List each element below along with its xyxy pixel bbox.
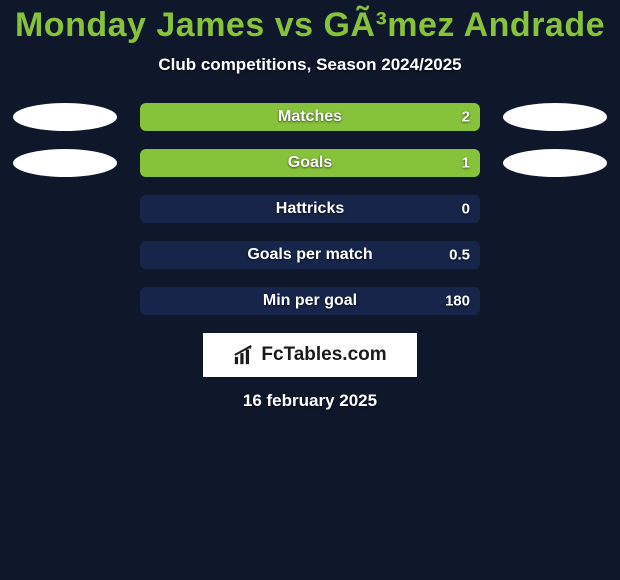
- stat-row: Goals 1: [0, 149, 620, 177]
- side-ellipse: [503, 103, 607, 131]
- stat-value: 1: [462, 155, 470, 172]
- logo-text: FcTables.com: [261, 344, 386, 366]
- bars-chart-icon: [233, 344, 255, 366]
- stat-value: 0.5: [449, 247, 470, 264]
- fctables-logo: FcTables.com: [203, 333, 417, 377]
- stat-row: Matches 2: [0, 103, 620, 131]
- right-side: [500, 149, 610, 177]
- stat-label: Min per goal: [263, 292, 357, 310]
- side-ellipse: [13, 103, 117, 131]
- stat-rows: Matches 2 Goals 1 Hattricks 0 Goals per match 0…: [0, 103, 620, 315]
- page-title: Monday James vs GÃ³mez Andrade: [0, 0, 620, 45]
- stat-value: 2: [462, 109, 470, 126]
- stat-bar: Matches 2: [140, 103, 480, 131]
- left-side: [10, 103, 120, 131]
- side-ellipse: [13, 149, 117, 177]
- stat-row: Hattricks 0: [0, 195, 620, 223]
- stat-label: Hattricks: [276, 200, 344, 218]
- stat-label: Goals: [288, 154, 332, 172]
- stat-row: Goals per match 0.5: [0, 241, 620, 269]
- date: 16 february 2025: [0, 391, 620, 411]
- subtitle: Club competitions, Season 2024/2025: [0, 55, 620, 75]
- stat-bar: Min per goal 180: [140, 287, 480, 315]
- stat-bar: Goals per match 0.5: [140, 241, 480, 269]
- side-ellipse: [503, 149, 607, 177]
- stat-label: Goals per match: [247, 246, 372, 264]
- right-side: [500, 103, 610, 131]
- stat-value: 180: [445, 293, 470, 310]
- stat-bar: Hattricks 0: [140, 195, 480, 223]
- stat-value: 0: [462, 201, 470, 218]
- stat-label: Matches: [278, 108, 342, 126]
- left-side: [10, 149, 120, 177]
- stat-row: Min per goal 180: [0, 287, 620, 315]
- comparison-infographic: Monday James vs GÃ³mez Andrade Club comp…: [0, 0, 620, 580]
- stat-bar: Goals 1: [140, 149, 480, 177]
